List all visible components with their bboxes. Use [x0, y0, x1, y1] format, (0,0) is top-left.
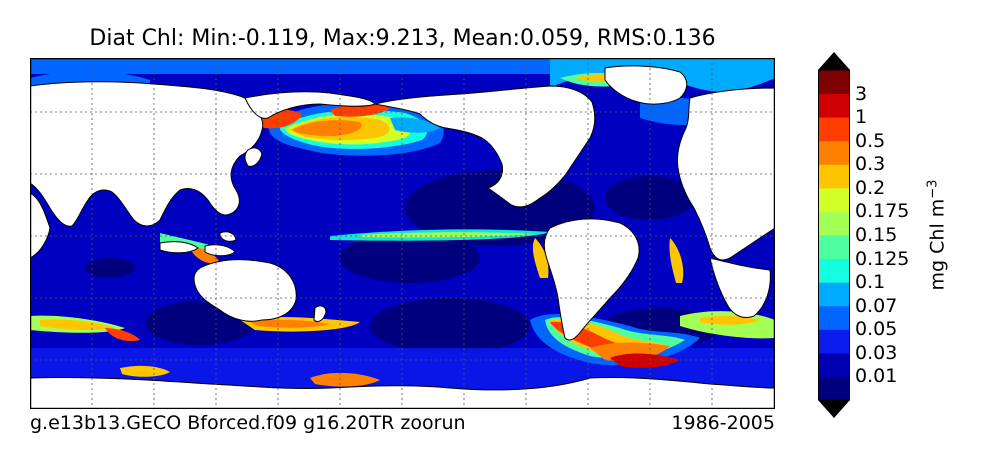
colorbar-swatch — [818, 140, 850, 165]
colorbar-swatch — [818, 305, 850, 330]
colorbar-tick-label: 0.1 — [855, 271, 886, 294]
colorbar-swatch — [818, 164, 850, 189]
colorbar-swatch — [818, 211, 850, 236]
map-frame — [30, 58, 775, 409]
colorbar — [818, 52, 850, 418]
colorbar-swatch — [818, 187, 850, 212]
colorbar-under-arrow — [818, 400, 850, 418]
chlorophyll-map — [30, 58, 775, 409]
colorbar-tick-label: 0.07 — [855, 294, 898, 317]
colorbar-swatch — [818, 352, 850, 377]
colorbar-tick-label: 0.125 — [855, 247, 910, 270]
colorbar-tick-label: 0.15 — [855, 224, 898, 246]
colorbar-tick-label: 0.01 — [855, 365, 898, 388]
colorbar-tick-label: 0.5 — [855, 129, 886, 152]
case-label: g.e13b13.GECO Bforced.f09 g16.20TR zooru… — [30, 412, 466, 434]
map-title: Diat Chl: Min:-0.119, Max:9.213, Mean:0.… — [89, 26, 716, 51]
colorbar-tick-label: 0.05 — [855, 318, 898, 341]
colorbar-tick-label: 3 — [855, 82, 868, 105]
colorbar-tick-label: 0.175 — [855, 200, 910, 223]
colorbar-swatch — [818, 258, 850, 283]
colorbar-swatch — [818, 282, 850, 307]
colorbar-tick-label: 1 — [855, 106, 868, 129]
colorbar-frame — [818, 69, 850, 401]
colorbar-swatch — [818, 329, 850, 354]
colorbar-tick-label: 0.03 — [855, 341, 898, 364]
colorbar-swatch — [818, 93, 850, 118]
north-pacific-bloom — [251, 102, 444, 156]
colorbar-units: mg Chl m−3 — [925, 179, 949, 291]
colorbar-tick-label: 0.2 — [855, 176, 886, 199]
colorbar-tick-label: 0.3 — [855, 153, 886, 176]
colorbar-swatch — [818, 70, 850, 95]
years-label: 1986-2005 — [671, 412, 775, 434]
colorbar-swatch — [818, 235, 850, 260]
colorbar-swatch — [818, 376, 850, 401]
gridlines — [30, 58, 775, 409]
colorbar-swatch — [818, 117, 850, 142]
colorbar-over-arrow — [818, 52, 850, 70]
